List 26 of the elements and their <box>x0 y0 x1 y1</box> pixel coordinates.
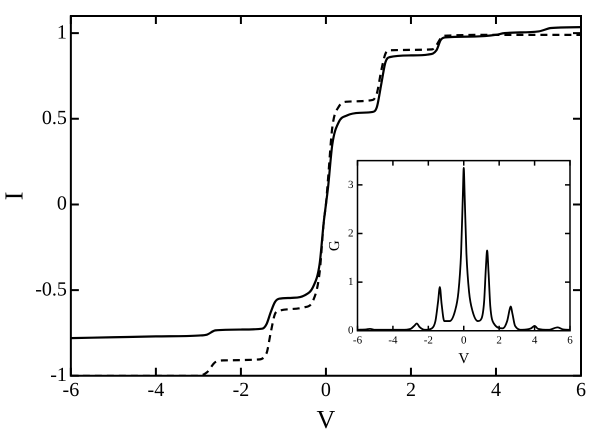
x-tick-label: -2 <box>424 334 433 346</box>
y-tick-label: 3 <box>348 178 354 191</box>
y-tick-label: 1 <box>348 276 354 288</box>
x-tick-label: -4 <box>148 379 164 402</box>
x-axis-title: V <box>458 350 470 367</box>
y-axis-title: I <box>0 192 28 200</box>
x-tick-label: -2 <box>232 379 250 402</box>
x-tick-label: 6 <box>567 334 574 346</box>
x-tick-label: -6 <box>352 334 363 346</box>
y-tick-label: -0.5 <box>35 278 67 300</box>
y-tick-label: 0.5 <box>42 107 67 130</box>
x-tick-label: -4 <box>388 334 398 346</box>
y-tick-label: 0 <box>56 192 67 215</box>
x-tick-label: 4 <box>490 379 501 402</box>
y-tick-label: -1 <box>50 364 67 386</box>
x-tick-label: 0 <box>320 379 331 402</box>
x-tick-label: 0 <box>461 334 467 346</box>
y-tick-label: 2 <box>348 227 354 240</box>
x-tick-label: 6 <box>576 379 586 402</box>
y-tick-label: 1 <box>56 21 67 44</box>
x-tick-label: 4 <box>532 334 538 346</box>
y-tick-label: 0 <box>348 324 354 337</box>
y-axis-title: G <box>326 240 343 252</box>
x-tick-label: 2 <box>496 334 502 346</box>
x-axis-title: V <box>316 405 336 434</box>
x-tick-label: 2 <box>406 379 416 402</box>
